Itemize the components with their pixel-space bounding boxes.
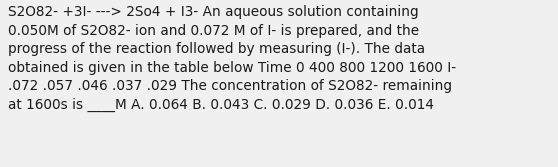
Text: S2O82- +3I- ---> 2So4 + I3- An aqueous solution containing
0.050M of S2O82- ion : S2O82- +3I- ---> 2So4 + I3- An aqueous s… [8,5,456,112]
